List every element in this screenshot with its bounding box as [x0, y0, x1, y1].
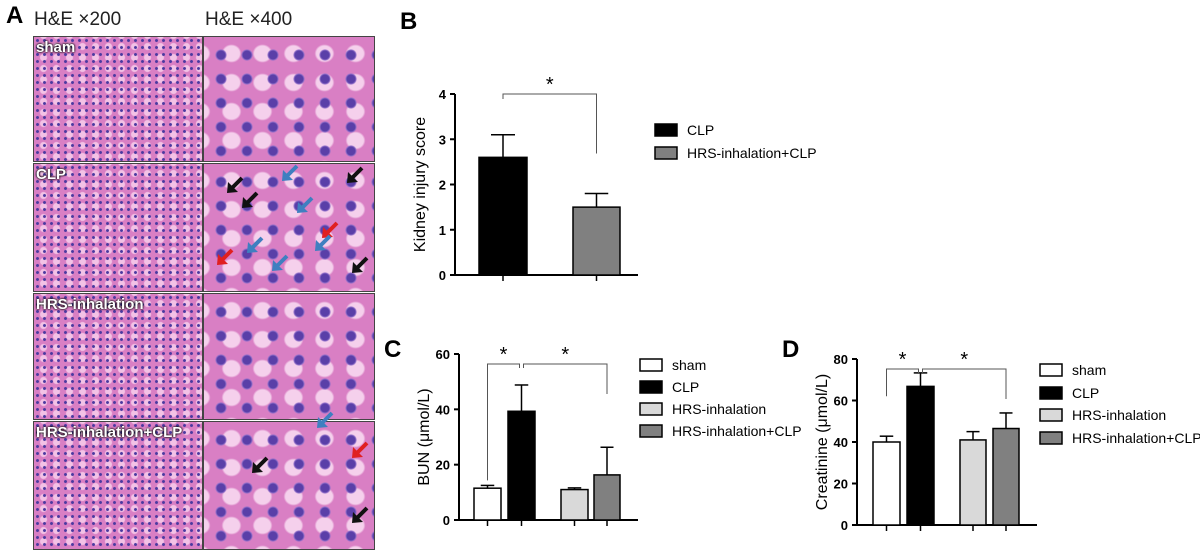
significance-star: *: [500, 344, 508, 366]
panel-label-d: D: [782, 336, 799, 363]
legend-swatch: [639, 358, 663, 372]
legend-label: CLP: [672, 379, 699, 395]
arrow-head-icon: [272, 260, 283, 271]
y-tick-label: 1: [439, 223, 446, 238]
legend-label: HRS-inhalation+CLP: [672, 423, 802, 439]
row-label: CLP: [36, 166, 66, 183]
y-tick-label: 40: [436, 402, 450, 417]
arrow-head-icon: [297, 202, 308, 213]
panel-label-a: A: [6, 2, 24, 29]
arrow-head-icon: [282, 170, 293, 181]
histology-image-200x-row-2: CLP: [33, 163, 203, 292]
legend-label: sham: [1072, 362, 1106, 378]
significance-bracket: [886, 368, 919, 397]
arrow-head-icon: [217, 254, 228, 265]
y-tick-label: 2: [439, 178, 446, 193]
y-tick-label: 20: [436, 458, 450, 473]
arrow-head-icon: [352, 262, 363, 273]
legend-label: CLP: [687, 122, 714, 138]
y-tick-label: 4: [439, 87, 447, 102]
histology-image-200x-row-1: sham: [33, 36, 203, 162]
y-tick-label: 3: [439, 132, 446, 147]
bar-hrs-inhalation+clp: [572, 206, 621, 276]
legend-swatch: [639, 424, 663, 438]
arrow-head-icon: [347, 172, 358, 183]
significance-bracket: [487, 363, 520, 481]
legend-swatch: [1039, 386, 1063, 400]
bar-hrs-inhalation+clp: [992, 427, 1020, 526]
arrow-head-icon: [227, 182, 238, 193]
y-axis-label-d: Creatinine (μmol/L): [814, 374, 831, 510]
column-title-400x: H&E ×400: [205, 9, 293, 30]
significance-star: *: [960, 349, 968, 371]
legend-swatch: [639, 402, 663, 416]
panel-label-c: C: [384, 336, 401, 363]
y-axis-label-b: Kidney injury score: [412, 117, 429, 252]
arrow-head-icon: [352, 447, 363, 458]
significance-bracket: [523, 363, 608, 394]
column-title-200x: H&E ×200: [34, 9, 122, 30]
legend-label: CLP: [1072, 385, 1099, 401]
histology-image-400x-row-3: [203, 293, 375, 420]
row-label: HRS-inhalation+CLP: [36, 424, 183, 441]
y-tick-label: 60: [436, 347, 450, 362]
legend-swatch: [1039, 363, 1063, 377]
significance-star: *: [899, 349, 907, 371]
bar-clp: [906, 385, 935, 526]
bar-hrs-inhalation: [560, 488, 589, 521]
bar-hrs-inhalation: [959, 439, 987, 526]
arrow-head-icon: [322, 227, 333, 238]
significance-bracket: [922, 368, 1007, 399]
legend-swatch: [654, 123, 678, 137]
histology-image-200x-row-3: HRS-inhalation: [33, 293, 203, 420]
panel-label-b: B: [400, 8, 417, 35]
arrow-head-icon: [352, 512, 363, 523]
legend-swatch: [654, 146, 678, 160]
row-label: HRS-inhalation: [36, 296, 144, 313]
histology-image-400x-row-1: [203, 36, 375, 162]
legend-label: HRS-inhalation: [672, 401, 766, 417]
bar-sham: [473, 487, 502, 521]
y-tick-label: 80: [834, 352, 848, 367]
y-tick-label: 60: [834, 394, 848, 409]
histology-image-200x-row-4: HRS-inhalation+CLP: [33, 421, 203, 550]
y-tick-label: 20: [834, 477, 848, 492]
legend-swatch: [1039, 431, 1063, 445]
significance-bracket: [502, 93, 597, 154]
arrow-head-icon: [315, 240, 326, 251]
histology-image-400x-row-4: [203, 421, 375, 550]
legend-label: sham: [672, 357, 706, 373]
y-tick-label: 0: [841, 518, 848, 533]
y-tick-label: 40: [834, 435, 848, 450]
bar-clp: [507, 410, 536, 521]
y-tick-label: 0: [443, 513, 450, 528]
legend-label: HRS-inhalation: [1072, 407, 1166, 423]
arrow-head-icon: [247, 242, 258, 253]
bar-clp: [478, 156, 528, 276]
arrow-head-icon: [252, 462, 263, 473]
bar-hrs-inhalation+clp: [593, 474, 621, 521]
legend-label: HRS-inhalation+CLP: [687, 145, 817, 161]
row-label: sham: [36, 39, 76, 56]
arrow-head-icon: [317, 417, 328, 428]
significance-star: *: [561, 344, 569, 366]
y-tick-label: 0: [439, 268, 446, 283]
significance-star: *: [546, 74, 554, 96]
legend-swatch: [1039, 408, 1063, 422]
y-axis-label-c: BUN (μmol/L): [416, 388, 433, 485]
bar-sham: [872, 441, 901, 526]
legend-swatch: [639, 380, 663, 394]
legend-label: HRS-inhalation+CLP: [1072, 430, 1200, 446]
arrow-head-icon: [242, 197, 253, 208]
